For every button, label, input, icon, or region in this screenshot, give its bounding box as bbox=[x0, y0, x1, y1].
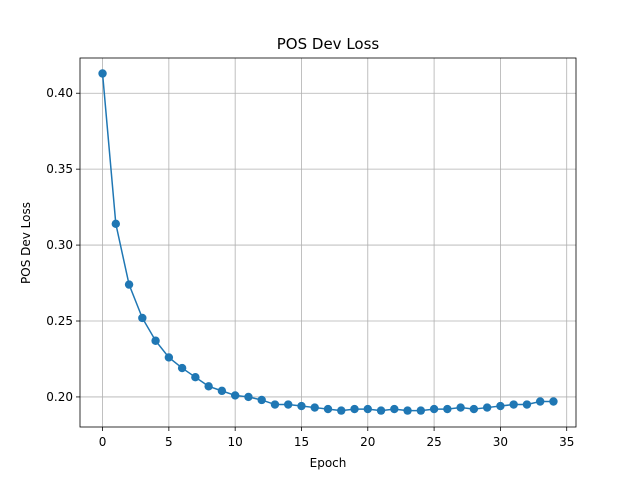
data-point bbox=[164, 353, 174, 362]
data-point bbox=[429, 404, 439, 414]
data-point bbox=[98, 69, 107, 78]
data-point bbox=[363, 404, 372, 414]
x-tick-label: 25 bbox=[426, 435, 441, 449]
data-point bbox=[549, 397, 558, 406]
x-tick-label: 15 bbox=[294, 435, 309, 449]
data-point bbox=[191, 372, 200, 382]
data-point bbox=[217, 386, 227, 396]
data-point bbox=[416, 406, 426, 415]
data-point bbox=[496, 401, 505, 411]
data-point bbox=[138, 313, 147, 323]
data-point bbox=[456, 403, 465, 412]
data-point bbox=[177, 363, 187, 373]
plot-frame bbox=[79, 57, 577, 428]
x-tick-label: 20 bbox=[360, 435, 375, 449]
x-axis-label: Epoch bbox=[310, 456, 347, 470]
y-tick-label: 0.40 bbox=[46, 86, 73, 100]
y-tick-label: 0.25 bbox=[46, 314, 73, 328]
y-axis-label: POS Dev Loss bbox=[19, 202, 33, 284]
x-tick-label: 10 bbox=[228, 435, 243, 449]
data-point bbox=[270, 400, 280, 409]
data-point bbox=[310, 403, 319, 412]
x-tick-label: 35 bbox=[559, 435, 574, 449]
data-point bbox=[469, 404, 479, 414]
series-layer bbox=[98, 69, 558, 415]
data-point bbox=[124, 280, 134, 289]
data-point bbox=[482, 403, 492, 412]
y-tick-label: 0.30 bbox=[46, 238, 73, 252]
data-point bbox=[350, 404, 359, 414]
data-point bbox=[323, 404, 333, 414]
y-tick-label: 0.35 bbox=[46, 162, 73, 176]
data-point bbox=[337, 406, 346, 415]
data-point bbox=[390, 404, 399, 414]
axes: 0 5 10 15 20 25 30 35 0.20 0.25 0.30 0.35 0.40 bbox=[46, 57, 577, 449]
y-tick-label: 0.20 bbox=[46, 390, 73, 404]
data-point bbox=[509, 400, 518, 409]
data-point bbox=[297, 401, 306, 411]
data-point bbox=[257, 395, 266, 405]
data-point bbox=[111, 219, 121, 229]
x-tick-label: 0 bbox=[99, 435, 107, 449]
data-point bbox=[376, 406, 386, 415]
data-point bbox=[230, 391, 240, 400]
grid bbox=[80, 58, 576, 427]
data-point bbox=[522, 400, 532, 409]
data-point bbox=[204, 382, 213, 391]
chart-title: POS Dev Loss bbox=[277, 35, 380, 53]
data-point bbox=[403, 406, 412, 415]
data-point bbox=[244, 392, 253, 402]
x-tick-label: 5 bbox=[165, 435, 173, 449]
data-point bbox=[151, 336, 160, 345]
data-point bbox=[284, 400, 293, 409]
data-point bbox=[443, 404, 452, 414]
x-tick-label: 30 bbox=[493, 435, 508, 449]
data-point bbox=[535, 397, 545, 406]
